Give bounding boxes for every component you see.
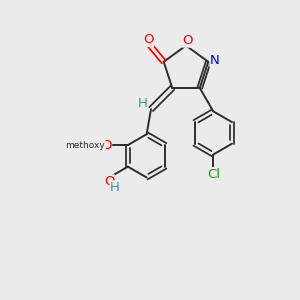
Text: O: O bbox=[182, 34, 193, 47]
Text: O: O bbox=[101, 139, 112, 152]
Text: methoxy: methoxy bbox=[65, 141, 105, 150]
Text: N: N bbox=[210, 54, 220, 67]
Text: Cl: Cl bbox=[207, 167, 220, 181]
Text: H: H bbox=[138, 97, 148, 110]
Text: O: O bbox=[104, 175, 114, 188]
Text: O: O bbox=[143, 33, 154, 46]
Text: H: H bbox=[110, 181, 120, 194]
